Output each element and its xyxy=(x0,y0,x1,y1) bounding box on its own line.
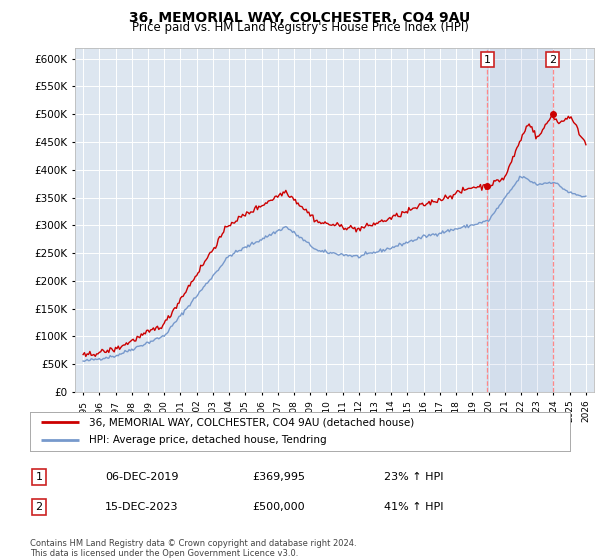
Bar xyxy=(487,48,553,392)
Text: £500,000: £500,000 xyxy=(252,502,305,512)
Text: 1: 1 xyxy=(35,472,43,482)
Text: 23% ↑ HPI: 23% ↑ HPI xyxy=(384,472,443,482)
Text: 15-DEC-2023: 15-DEC-2023 xyxy=(105,502,179,512)
Text: 41% ↑ HPI: 41% ↑ HPI xyxy=(384,502,443,512)
Text: 2: 2 xyxy=(35,502,43,512)
Text: Contains HM Land Registry data © Crown copyright and database right 2024.
This d: Contains HM Land Registry data © Crown c… xyxy=(30,539,356,558)
Text: 36, MEMORIAL WAY, COLCHESTER, CO4 9AU (detached house): 36, MEMORIAL WAY, COLCHESTER, CO4 9AU (d… xyxy=(89,417,415,427)
Text: 06-DEC-2019: 06-DEC-2019 xyxy=(105,472,179,482)
Text: Price paid vs. HM Land Registry's House Price Index (HPI): Price paid vs. HM Land Registry's House … xyxy=(131,21,469,34)
Text: 36, MEMORIAL WAY, COLCHESTER, CO4 9AU: 36, MEMORIAL WAY, COLCHESTER, CO4 9AU xyxy=(130,11,470,25)
Text: HPI: Average price, detached house, Tendring: HPI: Average price, detached house, Tend… xyxy=(89,435,327,445)
Text: 1: 1 xyxy=(484,55,491,64)
Text: £369,995: £369,995 xyxy=(252,472,305,482)
Text: 2: 2 xyxy=(549,55,556,64)
